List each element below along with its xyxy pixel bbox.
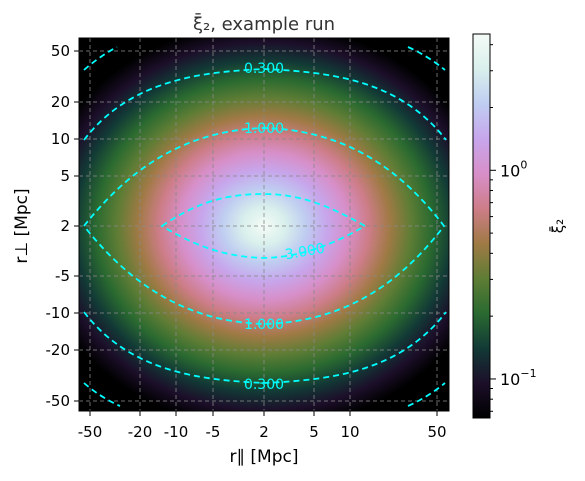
contour-label-1000-bottom: 1.000 (244, 317, 284, 333)
x-tick-label: 2 (259, 423, 269, 441)
x-tick-label: -5 (206, 423, 221, 441)
contour-0300-top-left (83, 46, 118, 71)
x-tick-label: -10 (164, 423, 189, 441)
colorbar-tick-label: 10−1 (500, 367, 537, 389)
x-tick-label: 5 (309, 423, 319, 441)
contour-labels: 0.300 1.000 3.000 1.000 0.300 (244, 61, 326, 393)
y-tick-label: 2 (60, 217, 70, 235)
colorbar: 100 10−1 ξ̄₂ (472, 33, 567, 419)
contour-label-0300-bottom: 0.300 (244, 377, 284, 393)
x-tick-label: 10 (340, 423, 359, 441)
y-axis-ticks: 50 20 10 5 2 -5 -10 -20 -50 (46, 42, 79, 410)
y-tick-label: 5 (60, 167, 70, 185)
contour-label-1000-top: 1.000 (244, 121, 284, 137)
contour-1000 (82, 127, 446, 325)
y-tick-label: -5 (55, 267, 70, 285)
contour-label-3000: 3.000 (284, 241, 326, 264)
x-tick-label: -50 (78, 423, 103, 441)
contour-lines (82, 46, 447, 407)
contour-0300-top-right (407, 46, 446, 71)
y-tick-label: 50 (51, 42, 70, 60)
x-axis-label: r∥ [Mpc] (230, 447, 299, 467)
contour-0300-bottom (83, 311, 447, 384)
y-tick-label: -50 (46, 392, 71, 410)
y-tick-label: -10 (46, 304, 71, 322)
y-axis-label: r⊥ [Mpc] (12, 188, 32, 263)
chart-title: ξ̄₂, example run (193, 13, 335, 35)
gridlines (79, 38, 449, 411)
colorbar-tick-label: 100 (500, 158, 527, 180)
y-tick-label: 10 (51, 130, 70, 148)
contour-0300-bottom-right (407, 382, 446, 407)
plot-area (79, 38, 449, 411)
colorbar-label: ξ̄₂ (548, 219, 567, 233)
x-tick-label: 50 (427, 423, 446, 441)
y-tick-label: -20 (46, 341, 71, 359)
x-axis-ticks: -50 -20 -10 -5 2 5 10 50 (78, 411, 447, 441)
y-tick-label: 20 (51, 93, 70, 111)
colorbar-bar (472, 33, 491, 419)
contour-label-0300-top: 0.300 (244, 61, 284, 77)
x-tick-label: -20 (128, 423, 153, 441)
colorbar-ticks: 100 10−1 (490, 44, 537, 412)
contour-0300-bottom-left (83, 382, 121, 407)
contour-0300-top (83, 68, 447, 141)
contour-3000 (160, 193, 367, 259)
